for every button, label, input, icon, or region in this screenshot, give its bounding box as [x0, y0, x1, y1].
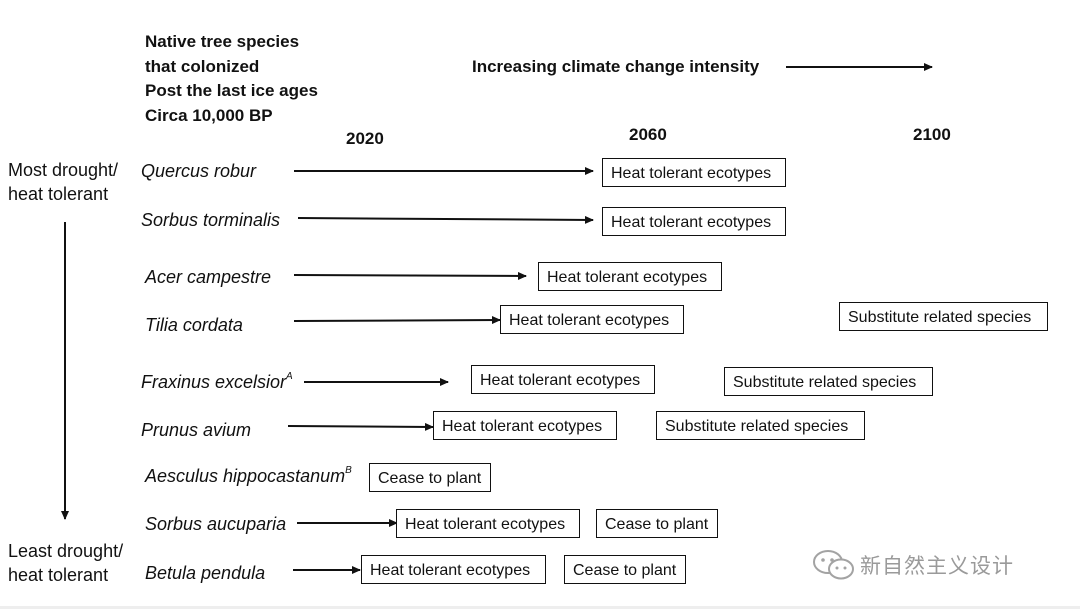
year-label: 2060 — [629, 125, 667, 144]
species-name: Sorbus torminalis — [141, 210, 281, 230]
species-arrow — [287, 422, 434, 431]
year-label: 2020 — [346, 129, 384, 148]
species-name: Aesculus hippocastanumB — [145, 465, 352, 486]
species-name: Fraxinus excelsiorA — [141, 371, 293, 392]
axis-top-line: heat tolerant — [8, 184, 109, 204]
bottom-divider — [0, 606, 1080, 609]
action-box: Cease to plant — [369, 463, 491, 492]
trend-label: Increasing climate change intensity — [472, 57, 760, 76]
species-arrow — [297, 215, 594, 224]
action-box: Heat tolerant ecotypes — [602, 207, 786, 236]
header-line: that colonized — [145, 56, 260, 76]
header-line: Native tree species — [145, 32, 300, 51]
axis-bottom-label: Least drought/ heat tolerant — [8, 539, 123, 587]
year-label: 2100 — [913, 125, 951, 144]
axis-bottom-line: heat tolerant — [8, 565, 109, 585]
watermark-text: 新自然主义设计 — [860, 555, 1014, 578]
action-box: Cease to plant — [564, 555, 686, 584]
species-name: Sorbus aucuparia — [145, 514, 287, 534]
wechat-icon — [813, 550, 854, 580]
species-name: Tilia cordata — [145, 315, 243, 335]
action-box: Heat tolerant ecotypes — [433, 411, 617, 440]
action-box: Heat tolerant ecotypes — [471, 365, 655, 394]
action-box: Cease to plant — [596, 509, 718, 538]
header-title: Native tree species that colonized Post … — [145, 30, 318, 128]
species-arrow — [293, 316, 501, 325]
axis-top-label: Most drought/ heat tolerant — [8, 158, 118, 206]
action-box: Heat tolerant ecotypes — [500, 305, 684, 334]
species-arrow — [293, 271, 527, 280]
axis-top-line: Most drought/ — [8, 160, 119, 180]
action-box: Substitute related species — [839, 302, 1048, 331]
action-box: Substitute related species — [656, 411, 865, 440]
action-box: Heat tolerant ecotypes — [396, 509, 580, 538]
header-line: Circa 10,000 BP — [145, 105, 273, 125]
species-name: Prunus avium — [141, 420, 252, 440]
axis-bottom-line: Least drought/ — [8, 541, 124, 561]
footnote-marker: B — [345, 465, 352, 476]
header-line: Post the last ice ages — [145, 81, 318, 100]
species-name: Quercus robur — [141, 161, 257, 181]
action-box: Heat tolerant ecotypes — [538, 262, 722, 291]
action-box: Heat tolerant ecotypes — [602, 158, 786, 187]
action-box: Heat tolerant ecotypes — [361, 555, 546, 584]
footnote-marker: A — [286, 371, 293, 382]
species-name: Betula pendula — [145, 563, 266, 583]
species-name: Acer campestre — [145, 267, 272, 287]
action-box: Substitute related species — [724, 367, 933, 396]
